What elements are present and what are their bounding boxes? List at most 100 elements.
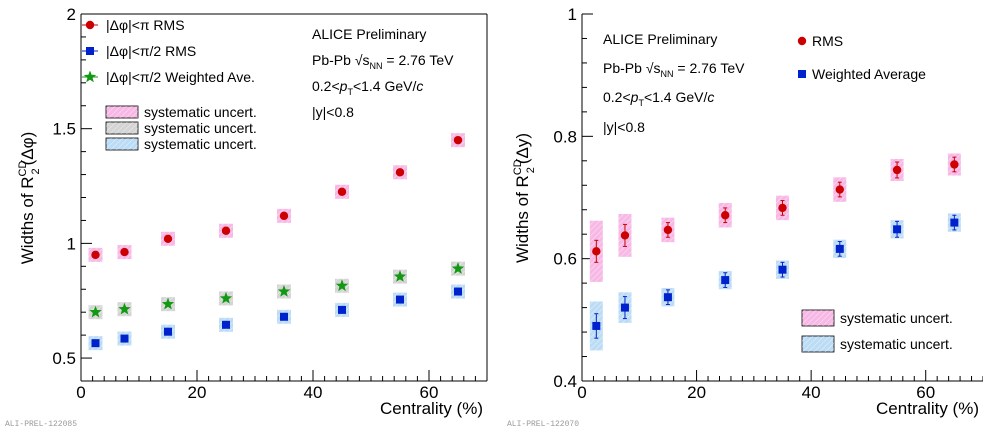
data-point xyxy=(950,218,959,227)
sqrt-symbol: √ xyxy=(355,52,363,68)
data-point xyxy=(778,203,787,213)
data-point xyxy=(279,211,289,221)
data-point xyxy=(451,262,465,274)
legend-box-hatch xyxy=(802,336,834,352)
y-tick-label: 1 xyxy=(568,5,577,24)
data-point xyxy=(219,291,233,304)
data-point xyxy=(620,303,629,312)
data-point xyxy=(454,287,462,296)
y-tick-label: 0.5 xyxy=(52,349,76,368)
y-title-sub: 2 xyxy=(30,168,42,174)
data-point xyxy=(592,247,601,256)
legend-label: systematic uncert. xyxy=(840,336,953,352)
right-panel-dy: 0 20 40 60 0.4 0.6 0.8 1 Centrality (%) Widths of… xyxy=(507,5,983,429)
x-tick-label: 0 xyxy=(577,383,586,402)
data-point xyxy=(835,185,844,194)
data-point xyxy=(663,293,672,302)
data-point xyxy=(835,244,844,253)
preliminary-id: ALI-PREL-122070 xyxy=(507,420,579,429)
legend-label: |Δφ|<π/2 RMS xyxy=(106,43,196,59)
legend-box-hatch xyxy=(106,106,138,118)
data-point xyxy=(120,334,129,343)
data-point xyxy=(620,231,630,240)
data-point xyxy=(335,279,349,292)
legend-label: RMS xyxy=(812,33,843,49)
y-title-main: Widths of R xyxy=(18,176,37,264)
left-panel-dphi: 0 20 40 60 0.5 1 1.5 2 Centrality (%) Widths of R… xyxy=(5,5,488,429)
y-axis-title: Widths of RCD2 (Δy) xyxy=(512,133,537,263)
annotation-system: Pb-Pb xyxy=(603,60,646,76)
legend-marker xyxy=(798,70,806,78)
data-point xyxy=(91,339,100,348)
x-tick-label: 40 xyxy=(304,383,323,402)
annotation-title: ALICE Preliminary xyxy=(603,31,717,47)
data-point xyxy=(395,168,405,177)
x-tick-label: 60 xyxy=(420,383,439,402)
data-point xyxy=(222,320,230,329)
data-point xyxy=(893,225,902,234)
data-point xyxy=(396,295,404,304)
annotation-s: s xyxy=(363,52,370,68)
legend-box-hatch xyxy=(106,122,138,134)
legend-label: systematic uncert. xyxy=(144,104,257,120)
data-point xyxy=(338,305,346,314)
x-axis-title: Centrality (%) xyxy=(380,399,483,418)
legend-marker xyxy=(797,36,807,46)
y-tick-label: 0.6 xyxy=(553,250,577,269)
y-title-main: Widths of R xyxy=(513,175,532,263)
annotation-c: c xyxy=(416,78,423,94)
x-tick-label: 60 xyxy=(916,383,935,402)
data-point xyxy=(721,276,730,285)
annotation-p: p xyxy=(339,78,348,94)
annotation-t: T xyxy=(638,98,644,108)
legend-box-hatch xyxy=(106,138,138,150)
y-tick-label: 0.4 xyxy=(553,372,577,391)
legend-label: |Δφ|<π/2 Weighted Ave. xyxy=(106,69,255,85)
annotation-title: ALICE Preliminary xyxy=(312,26,426,42)
data-point xyxy=(663,225,673,235)
data-point xyxy=(163,234,173,243)
y-title-sub: 2 xyxy=(525,167,537,173)
annotation-c: c xyxy=(707,89,714,105)
x-tick-label: 20 xyxy=(687,383,706,402)
annotation-s: s xyxy=(654,60,661,76)
data-point xyxy=(118,302,131,315)
annotation-pt-high: <1.4 GeV/ xyxy=(644,89,708,105)
data-point xyxy=(453,135,463,145)
x-tick-label: 20 xyxy=(188,383,207,402)
data-point xyxy=(221,226,231,235)
y-title-sup: CD xyxy=(512,159,524,175)
annotation-pt-low: 0.2< xyxy=(312,78,340,94)
y-tick-label: 2 xyxy=(67,5,76,24)
legend-box-hatch xyxy=(802,310,834,326)
data-point xyxy=(721,211,730,220)
annotation-energy: Pb-Pb √sNN = 2.76 TeV xyxy=(312,52,454,71)
data-point xyxy=(337,187,347,196)
annotation-t: T xyxy=(347,87,353,97)
data-point xyxy=(778,265,787,274)
preliminary-id: ALI-PREL-122085 xyxy=(5,420,77,429)
y-tick-label: 1 xyxy=(67,234,76,253)
data-point xyxy=(89,305,102,318)
annotation-energy-value: = 2.76 TeV xyxy=(674,60,746,76)
y-tick-label: 1.5 xyxy=(52,120,76,139)
x-axis-title: Centrality (%) xyxy=(876,399,979,418)
legend-label: Weighted Average xyxy=(812,66,926,82)
legend-label: systematic uncert. xyxy=(144,120,257,136)
annotation-pt-high: <1.4 GeV/ xyxy=(353,78,417,94)
legend-marker xyxy=(83,70,97,83)
annotation-rapidity: |y|<0.8 xyxy=(312,104,354,120)
data-point xyxy=(161,297,175,310)
annotation-system: Pb-Pb xyxy=(312,52,355,68)
annotation-energy-value: = 2.76 TeV xyxy=(383,52,455,68)
annotation-rapidity: |y|<0.8 xyxy=(603,119,645,135)
legend-label: systematic uncert. xyxy=(144,136,257,152)
data-point xyxy=(277,285,291,297)
annotation-pt-low: 0.2< xyxy=(603,89,631,105)
annotation-pt: 0.2<pT<1.4 GeV/c xyxy=(603,89,714,108)
y-axis-title: Widths of RCD2 (Δφ) xyxy=(17,132,42,265)
y-title-tail: (Δφ) xyxy=(18,132,37,166)
y-title-tail: (Δy) xyxy=(513,133,532,164)
data-point xyxy=(393,270,407,282)
